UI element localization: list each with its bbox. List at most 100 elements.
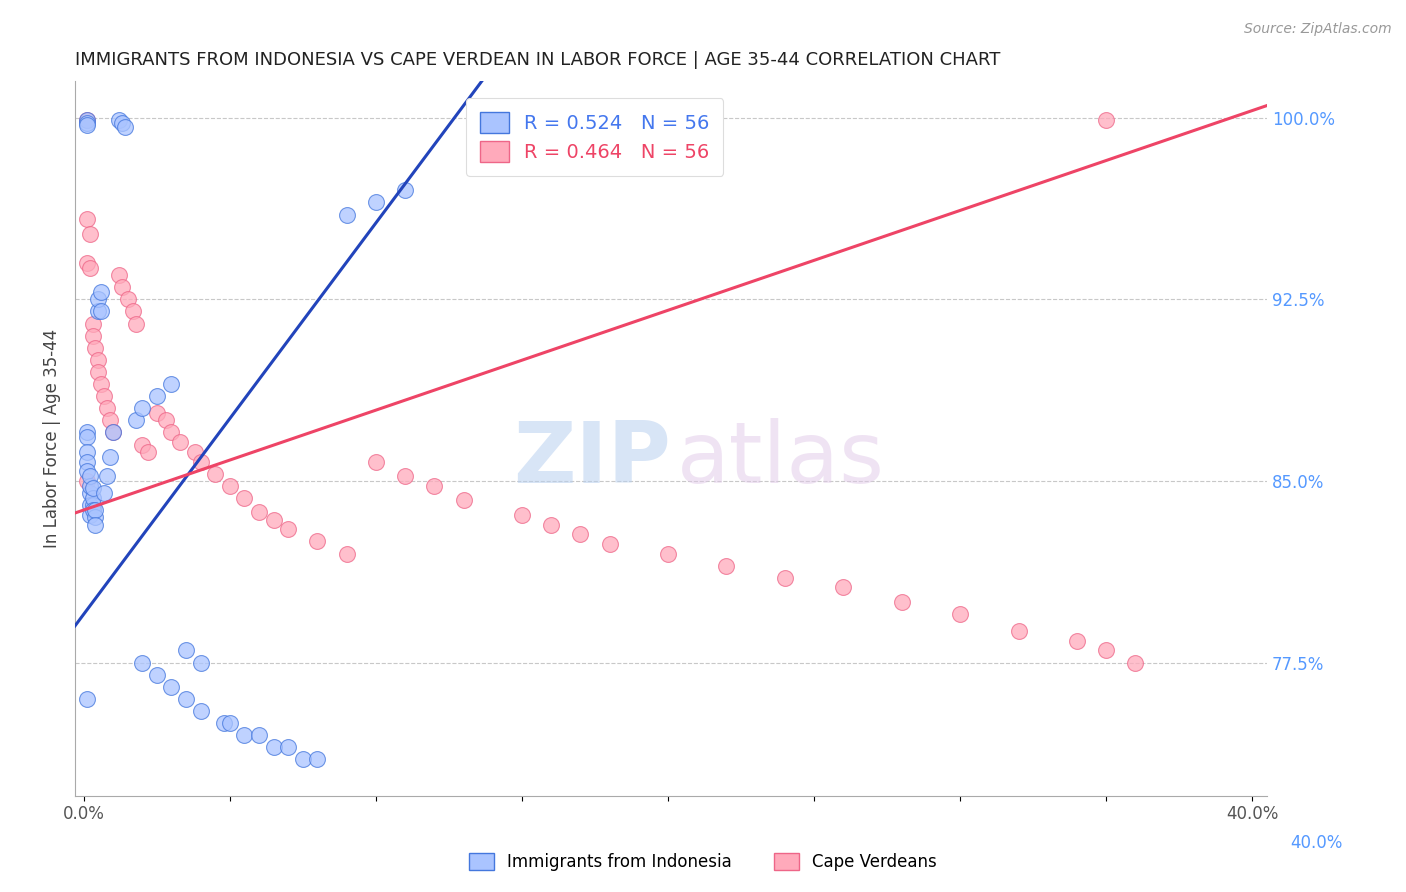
Point [76, 430, 98, 444]
Point [131, 656, 153, 670]
Point [423, 479, 446, 493]
Point [84, 510, 107, 524]
Point [190, 656, 212, 670]
Point [160, 425, 183, 440]
Point [657, 547, 679, 561]
Point [76, 464, 98, 478]
Point [108, 113, 131, 128]
Text: 40.0%: 40.0% [1291, 834, 1343, 852]
Point [136, 445, 159, 459]
Point [247, 505, 270, 519]
Point [599, 537, 621, 551]
Point [1095, 643, 1118, 657]
Point [160, 680, 183, 694]
Point [510, 508, 533, 522]
Point [160, 377, 183, 392]
Point [93, 389, 115, 403]
Point [233, 728, 256, 742]
Point [247, 728, 270, 742]
Point [131, 401, 153, 416]
Point [82, 491, 104, 505]
Point [76, 692, 98, 706]
Point [87, 365, 110, 379]
Point [108, 268, 131, 282]
Point [87, 293, 110, 307]
Y-axis label: In Labor Force | Age 35-44: In Labor Force | Age 35-44 [44, 329, 60, 548]
Text: ZIP: ZIP [513, 418, 671, 501]
Point [364, 195, 387, 210]
Point [76, 115, 98, 129]
Point [79, 486, 101, 500]
Legend: R = 0.524   N = 56, R = 0.464   N = 56: R = 0.524 N = 56, R = 0.464 N = 56 [467, 98, 724, 176]
Point [1125, 656, 1147, 670]
Point [336, 208, 359, 222]
Point [174, 643, 197, 657]
Point [98, 450, 121, 464]
Point [117, 293, 139, 307]
Point [79, 260, 101, 275]
Point [1007, 624, 1029, 638]
Point [101, 425, 124, 440]
Point [96, 401, 118, 416]
Text: atlas: atlas [676, 418, 884, 501]
Point [263, 740, 285, 755]
Point [96, 469, 118, 483]
Point [291, 752, 314, 766]
Point [146, 667, 169, 681]
Point [93, 486, 115, 500]
Point [394, 183, 416, 197]
Point [82, 498, 104, 512]
Point [307, 534, 329, 549]
Point [146, 389, 169, 403]
Point [125, 317, 148, 331]
Point [146, 406, 169, 420]
Point [90, 285, 112, 299]
Point [84, 503, 107, 517]
Point [773, 571, 796, 585]
Point [111, 115, 134, 129]
Point [79, 508, 101, 522]
Point [1066, 633, 1088, 648]
Point [76, 256, 98, 270]
Point [204, 467, 226, 481]
Point [184, 445, 207, 459]
Point [716, 558, 738, 573]
Point [277, 740, 299, 755]
Point [82, 481, 104, 495]
Point [453, 493, 475, 508]
Point [169, 435, 191, 450]
Point [84, 341, 107, 355]
Point [79, 479, 101, 493]
Point [122, 304, 145, 318]
Point [174, 692, 197, 706]
Point [1095, 113, 1118, 128]
Point [233, 491, 256, 505]
Point [114, 120, 136, 135]
Point [90, 304, 112, 318]
Point [76, 118, 98, 132]
Point [76, 474, 98, 488]
Point [307, 752, 329, 766]
Point [87, 352, 110, 367]
Point [218, 479, 240, 493]
Point [111, 280, 134, 294]
Point [76, 454, 98, 468]
Point [394, 469, 416, 483]
Point [190, 454, 212, 468]
Point [277, 522, 299, 536]
Point [84, 517, 107, 532]
Point [90, 377, 112, 392]
Point [832, 581, 855, 595]
Text: Source: ZipAtlas.com: Source: ZipAtlas.com [1244, 22, 1392, 37]
Point [569, 527, 592, 541]
Point [98, 413, 121, 427]
Point [79, 469, 101, 483]
Point [190, 704, 212, 718]
Point [949, 607, 972, 621]
Point [131, 437, 153, 451]
Point [890, 595, 912, 609]
Point [155, 413, 177, 427]
Point [79, 498, 101, 512]
Point [76, 113, 98, 128]
Point [364, 454, 387, 468]
